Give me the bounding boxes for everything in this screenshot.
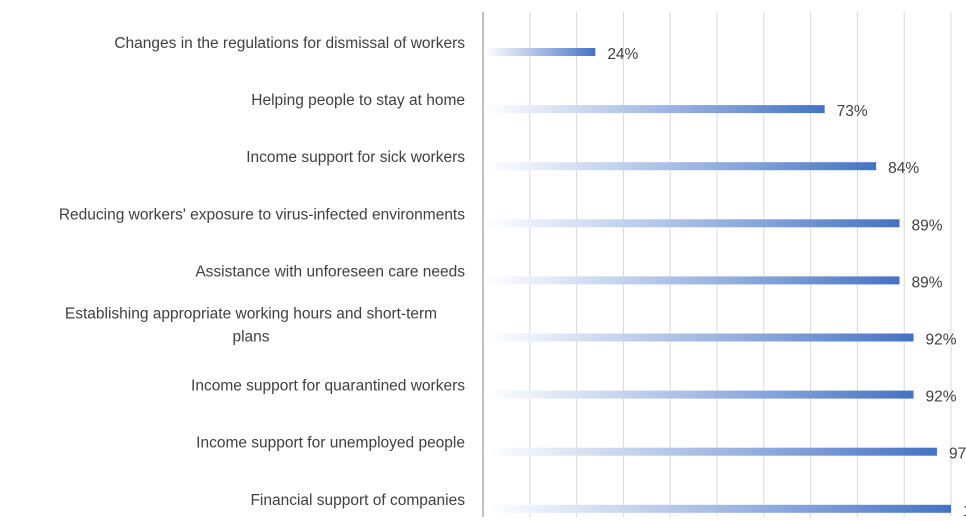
bar — [485, 276, 900, 285]
category-label: Income support for unemployed people — [196, 435, 465, 452]
bar — [485, 390, 914, 399]
bar — [485, 48, 596, 56]
category-label: Reducing workers' exposure to virus-infe… — [59, 206, 465, 223]
bar — [485, 219, 900, 228]
value-label: 24% — [607, 46, 638, 63]
value-labels: 24% 73% 84% 89% 89% 92% 92% 97% 100% — [607, 46, 966, 520]
category-label: Changes in the regulations for dismissal… — [114, 35, 465, 52]
category-label: Establishing appropriate working hours a… — [65, 306, 437, 346]
category-label: Financial support of companies — [250, 492, 465, 509]
category-label-line: Establishing appropriate working hours a… — [65, 306, 437, 323]
bar — [485, 162, 877, 171]
value-label: 97% — [949, 446, 966, 463]
value-label: 89% — [912, 217, 943, 234]
value-label: 100% — [963, 503, 966, 520]
category-label: Helping people to stay at home — [251, 92, 465, 109]
value-label: 92% — [926, 389, 957, 406]
bar — [485, 333, 914, 342]
category-label: Income support for sick workers — [246, 149, 465, 166]
bars — [485, 48, 951, 513]
bar — [485, 504, 951, 513]
bar — [485, 447, 937, 456]
value-label: 84% — [888, 160, 919, 177]
gridlines — [529, 12, 952, 517]
category-label: Income support for quarantined workers — [191, 378, 465, 395]
value-label: 92% — [926, 332, 957, 349]
category-label-line: plans — [232, 329, 269, 346]
value-label: 73% — [837, 103, 868, 120]
value-label: 89% — [912, 274, 943, 291]
category-label: Assistance with unforeseen care needs — [195, 263, 465, 280]
category-labels: Changes in the regulations for dismissal… — [59, 35, 465, 509]
bar — [485, 105, 825, 114]
